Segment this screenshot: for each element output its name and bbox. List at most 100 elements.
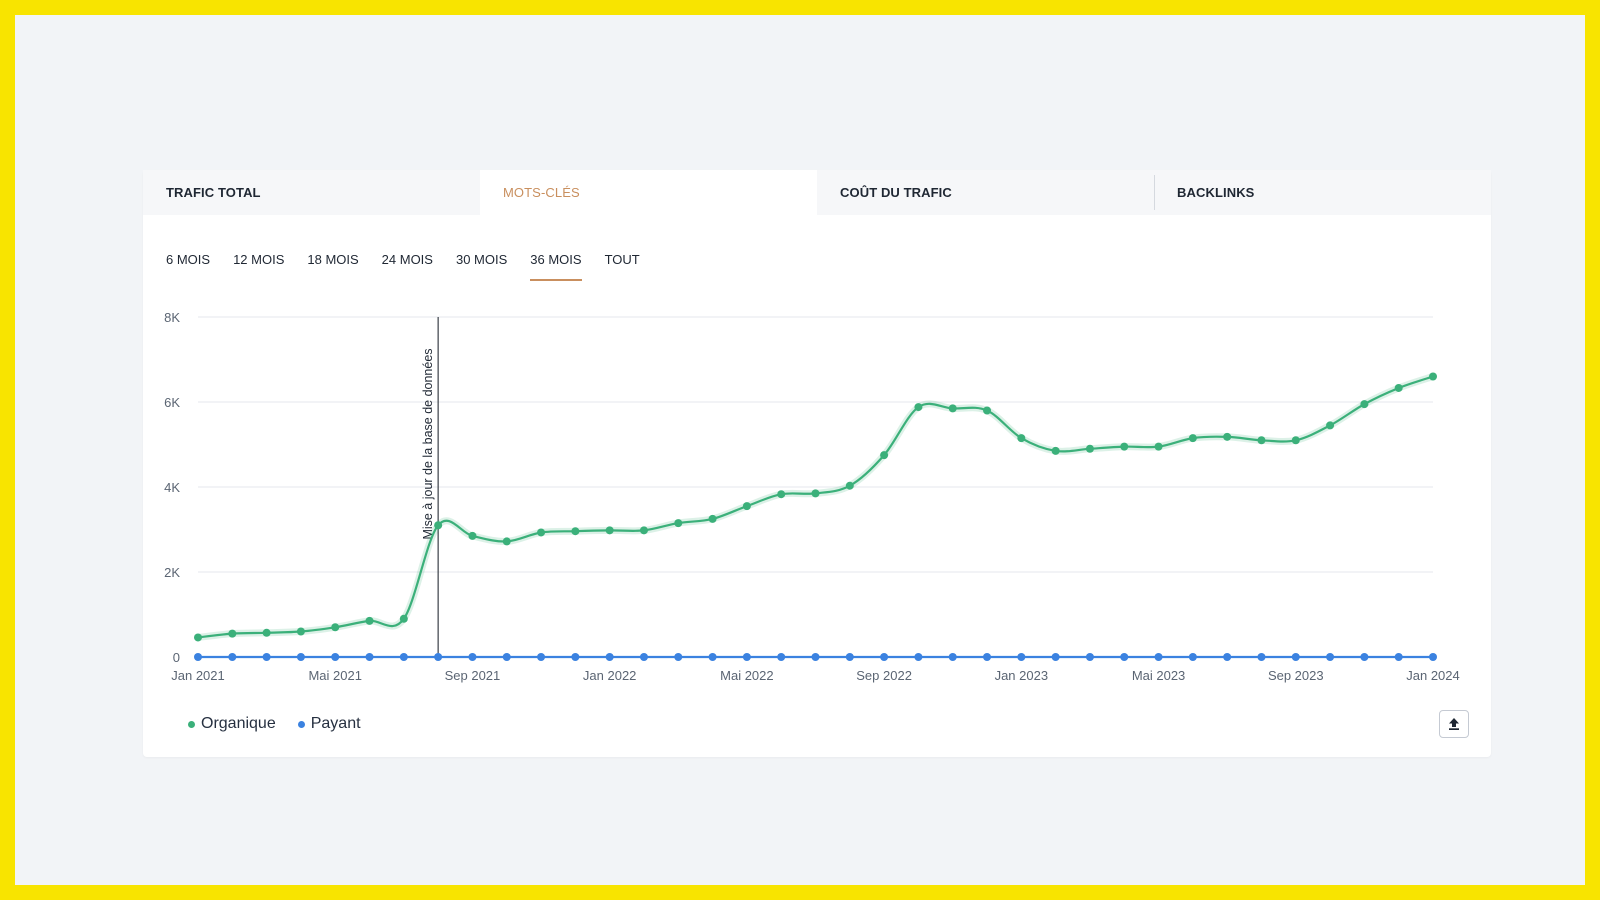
paid-point [331,653,340,661]
legend-organic-label: Organique [201,715,276,732]
organic-point [331,623,340,632]
paid-point [1429,653,1437,661]
paid-point [845,653,854,661]
organic-point [571,527,580,536]
paid-point [1360,653,1369,661]
x-tick-label: Mai 2021 [308,668,361,683]
organic-point [742,502,751,511]
organic-point [1429,372,1437,381]
paid-point [914,653,923,661]
x-tick-label: Sep 2022 [856,668,912,683]
paid-point [1257,653,1266,661]
paid-point [1085,653,1094,661]
paid-point [948,653,957,661]
organic-point [1257,436,1266,445]
paid-point [880,653,889,661]
paid-point [811,653,820,661]
organic-point [948,404,957,413]
legend-organic[interactable]: Organique [188,715,276,733]
organic-point [1291,436,1300,445]
x-tick-label: Jan 2024 [1406,668,1460,683]
upload-icon [1449,718,1459,730]
organic-point [194,633,202,642]
organic-point [983,406,992,415]
organic-point [1188,434,1197,443]
period-18-mois[interactable]: 18 MOIS [307,252,359,267]
paid-point [262,653,271,661]
y-tick-label: 2K [164,565,180,580]
tab-mots-cles[interactable]: MOTS-CLÉS [480,170,817,215]
organic-point [262,628,271,637]
paid-point [1223,653,1232,661]
x-tick-label: Mai 2023 [1132,668,1185,683]
y-tick-label: 8K [164,310,180,325]
period-36-mois[interactable]: 36 MOIS [530,252,582,281]
organic-point [365,616,374,625]
paid-point [1291,653,1300,661]
organic-point [674,519,683,528]
legend-organic-dot [188,720,195,728]
organic-point [1394,383,1403,392]
paid-point [708,653,717,661]
organic-series-glow [197,373,1435,641]
period-tout[interactable]: TOUT [604,252,640,267]
tab-cout-du-trafic[interactable]: COÛT DU TRAFIC [817,170,1154,215]
organic-point [914,403,923,412]
legend-paid[interactable]: Payant [297,715,361,733]
paid-point [674,653,683,661]
organic-point [502,537,511,546]
organic-point [1120,442,1129,451]
x-tick-label: Jan 2023 [995,668,1048,683]
organic-point [1017,434,1026,443]
period-selector: 6 MOIS 12 MOIS 18 MOIS 24 MOIS 30 MOIS 3… [166,252,663,281]
period-24-mois[interactable]: 24 MOIS [381,252,433,267]
annotation-label: Mise à jour de la base de données [421,348,435,539]
organic-point [605,526,614,535]
organic-point [537,528,546,537]
paid-point [228,653,237,661]
traffic-card: TRAFIC TOTAL MOTS-CLÉS COÛT DU TRAFIC BA… [143,170,1491,757]
organic-point [296,627,305,636]
organic-point [228,629,237,638]
organic-point [1326,421,1335,430]
organic-point [399,614,408,623]
paid-point [502,653,511,661]
paid-point [777,653,786,661]
x-tick-label: Sep 2021 [445,668,501,683]
organic-point [1360,400,1369,409]
period-30-mois[interactable]: 30 MOIS [455,252,508,267]
paid-point [1394,653,1403,661]
page-background: TRAFIC TOTAL MOTS-CLÉS COÛT DU TRAFIC BA… [15,15,1585,885]
period-12-mois[interactable]: 12 MOIS [233,252,285,267]
y-tick-label: 0 [173,650,180,665]
paid-point [194,653,202,661]
y-tick-label: 6K [164,395,180,410]
organic-point [880,451,889,460]
tab-backlinks[interactable]: BACKLINKS [1154,170,1491,215]
organic-point [468,531,477,540]
organic-point [1051,446,1060,455]
paid-point [296,653,305,661]
y-tick-label: 4K [164,480,180,495]
paid-point [605,653,614,661]
chart-legend: Organique Payant [188,715,383,733]
paid-point [639,653,648,661]
paid-point [983,653,992,661]
tab-trafic-total[interactable]: TRAFIC TOTAL [143,170,480,215]
paid-point [1120,653,1129,661]
keywords-line-chart: 0 2K 4K 6K 8K Jan 2021 Mai 2021 Sep 2021 Jan 202… [164,310,1460,683]
paid-point [434,653,443,661]
legend-paid-dot [297,720,305,728]
metric-tabs: TRAFIC TOTAL MOTS-CLÉS COÛT DU TRAFIC BA… [143,170,1491,215]
export-button[interactable] [1439,710,1469,738]
period-6-mois[interactable]: 6 MOIS [166,252,211,267]
organic-point [434,521,443,530]
x-tick-label: Mai 2022 [720,668,773,683]
paid-point [742,653,751,661]
x-tick-label: Jan 2021 [171,668,225,683]
legend-paid-label: Payant [310,715,361,732]
x-tick-label: Jan 2022 [583,668,637,683]
x-tick-label: Sep 2023 [1268,668,1324,683]
paid-point [571,653,580,661]
organic-point [811,489,820,498]
